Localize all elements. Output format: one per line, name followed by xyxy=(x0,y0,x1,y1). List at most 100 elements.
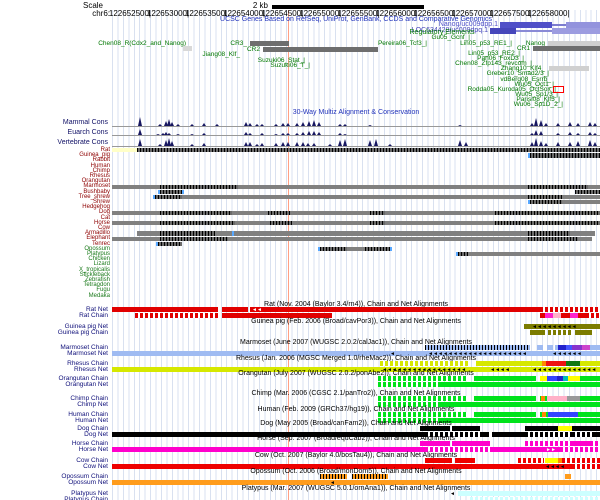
chain-segment[interactable] xyxy=(537,345,543,350)
regulatory-item-label[interactable]: Wu05_Sp1/3_| xyxy=(515,91,558,98)
chain-segment[interactable] xyxy=(352,474,388,479)
conservation-histogram[interactable] xyxy=(112,136,600,147)
chain-segment[interactable] xyxy=(525,432,572,437)
chain-segment[interactable] xyxy=(474,412,536,417)
species-label[interactable]: Fugu xyxy=(96,287,110,294)
alignment-bar[interactable] xyxy=(318,247,320,252)
gene-exon[interactable] xyxy=(490,28,516,34)
alignment-bar[interactable] xyxy=(160,189,182,194)
alignment-bar[interactable] xyxy=(112,184,160,189)
chain-track-label[interactable]: Horse Chain xyxy=(71,440,108,447)
chain-segment[interactable] xyxy=(570,441,592,446)
chain-segment[interactable] xyxy=(440,382,600,387)
regulatory-item-label[interactable]: Suzuki06_Stat_| xyxy=(257,57,305,64)
chain-segment[interactable] xyxy=(540,307,600,312)
chain-segment[interactable] xyxy=(540,376,547,381)
chain-segment[interactable] xyxy=(542,361,546,366)
chain-segment[interactable] xyxy=(525,441,600,446)
chain-segment[interactable] xyxy=(565,474,571,479)
alignment-bar[interactable] xyxy=(182,195,528,200)
alignment-bar[interactable] xyxy=(528,184,588,189)
chain-segment[interactable] xyxy=(575,330,592,335)
conservation-histogram[interactable] xyxy=(112,127,600,136)
species-label[interactable]: Tenrec xyxy=(91,240,110,247)
chain-segment[interactable] xyxy=(563,376,568,381)
regulatory-item-label[interactable]: vdBerg08_Esrrb_ xyxy=(500,76,551,83)
species-label[interactable]: Tree_shrew xyxy=(78,193,110,200)
chain-segment[interactable] xyxy=(470,497,600,500)
chain-track-label[interactable]: Marmoset Chain xyxy=(60,344,108,351)
conservation-histogram[interactable] xyxy=(112,116,600,127)
alignment-bar[interactable] xyxy=(160,231,215,236)
regulatory-item-box[interactable] xyxy=(250,41,289,46)
alignment-bar[interactable] xyxy=(160,221,235,226)
chain-segment[interactable] xyxy=(541,396,545,401)
alignment-bar[interactable] xyxy=(495,221,600,226)
chain-segment[interactable] xyxy=(557,376,563,381)
alignment-bar[interactable] xyxy=(228,236,528,241)
alignment-bar[interactable] xyxy=(528,200,530,205)
regulatory-track-title[interactable]: Regulatory Elements xyxy=(409,29,475,36)
chain-segment[interactable] xyxy=(562,458,600,463)
chain-track-label[interactable]: Rhesus Chain xyxy=(67,360,108,367)
conservation-track-label[interactable]: Mammal Cons xyxy=(62,119,108,126)
alignment-bar[interactable] xyxy=(153,195,155,200)
chain-track-label[interactable]: Orangutan Net xyxy=(65,381,108,388)
species-label[interactable]: Marmoset xyxy=(83,183,110,190)
chain-segment[interactable] xyxy=(572,345,582,350)
chain-segment[interactable] xyxy=(222,307,248,312)
alignment-bar[interactable] xyxy=(458,252,468,257)
chain-track-label[interactable]: Rat Chain xyxy=(79,312,108,319)
chain-segment[interactable] xyxy=(548,330,572,335)
regulatory-item-label[interactable]: CR1 xyxy=(516,45,530,52)
species-label[interactable]: Human xyxy=(90,162,110,169)
chain-segment[interactable] xyxy=(378,376,468,381)
gene-exon[interactable] xyxy=(552,28,600,34)
alignment-bar[interactable] xyxy=(160,184,238,189)
regulatory-item-box[interactable] xyxy=(533,46,600,51)
alignment-bar[interactable] xyxy=(562,195,600,200)
chain-segment[interactable] xyxy=(112,432,600,437)
regulatory-item-label[interactable]: Nanog xyxy=(525,40,545,47)
alignment-bar[interactable] xyxy=(528,195,562,200)
chain-track-label[interactable]: Cow Net xyxy=(83,463,108,470)
species-label[interactable]: Cat xyxy=(100,214,110,221)
species-label[interactable]: Rabbit xyxy=(92,157,110,164)
chain-track-title[interactable]: Platypus (Mar. 2007 (WUGSC 5.0.1/ornAna1… xyxy=(241,485,471,492)
chain-segment[interactable] xyxy=(380,361,468,366)
alignment-bar[interactable] xyxy=(137,148,600,153)
regulatory-item-label[interactable]: Zhang10_Klf4_ xyxy=(500,65,545,72)
regulatory-item-label[interactable]: Rodda05_Kuroda05_OctSox_| xyxy=(467,86,556,93)
gene-intron-line[interactable] xyxy=(516,30,552,32)
regulatory-item-label[interactable]: Wu05_Oct1_| xyxy=(514,81,554,88)
regulatory-item-box[interactable] xyxy=(548,41,600,46)
regulatory-item-box[interactable] xyxy=(549,66,589,71)
chain-segment[interactable] xyxy=(425,345,530,350)
chain-track-label[interactable]: Opossum Chain xyxy=(61,473,108,480)
alignment-bar[interactable] xyxy=(385,221,495,226)
chain-track-label[interactable]: Opossum Net xyxy=(68,479,108,486)
alignment-bar[interactable] xyxy=(182,189,184,194)
chain-segment[interactable] xyxy=(547,396,567,401)
chain-segment[interactable] xyxy=(546,361,566,366)
regulatory-item-label[interactable]: Wu06_Sp1D_2_| xyxy=(513,101,563,108)
chain-segment[interactable] xyxy=(420,441,450,446)
chain-segment[interactable] xyxy=(518,458,544,463)
alignment-bar[interactable] xyxy=(268,210,290,215)
chain-track-label[interactable]: Guinea pig Chain xyxy=(57,329,108,336)
chain-segment[interactable] xyxy=(452,426,480,431)
alignment-bar[interactable] xyxy=(562,200,600,205)
conservation-track-label[interactable]: Euarch Cons xyxy=(67,129,108,136)
alignment-bar[interactable] xyxy=(365,247,390,252)
alignment-bar[interactable] xyxy=(390,247,392,252)
chain-track-label[interactable]: Chimp Chain xyxy=(70,395,108,402)
chain-segment[interactable] xyxy=(378,412,468,417)
chain-segment[interactable] xyxy=(572,464,600,469)
alignment-bar[interactable] xyxy=(112,221,160,226)
chain-track-label[interactable]: Horse Net xyxy=(78,446,108,453)
species-label[interactable]: Horse xyxy=(93,219,110,226)
chain-track-title[interactable]: Opossum (Oct. 2006 (Broad/monDom5)), Cha… xyxy=(250,468,462,475)
chain-segment[interactable] xyxy=(378,382,440,387)
chain-segment[interactable] xyxy=(135,313,218,318)
species-label[interactable]: Rat xyxy=(100,147,110,153)
